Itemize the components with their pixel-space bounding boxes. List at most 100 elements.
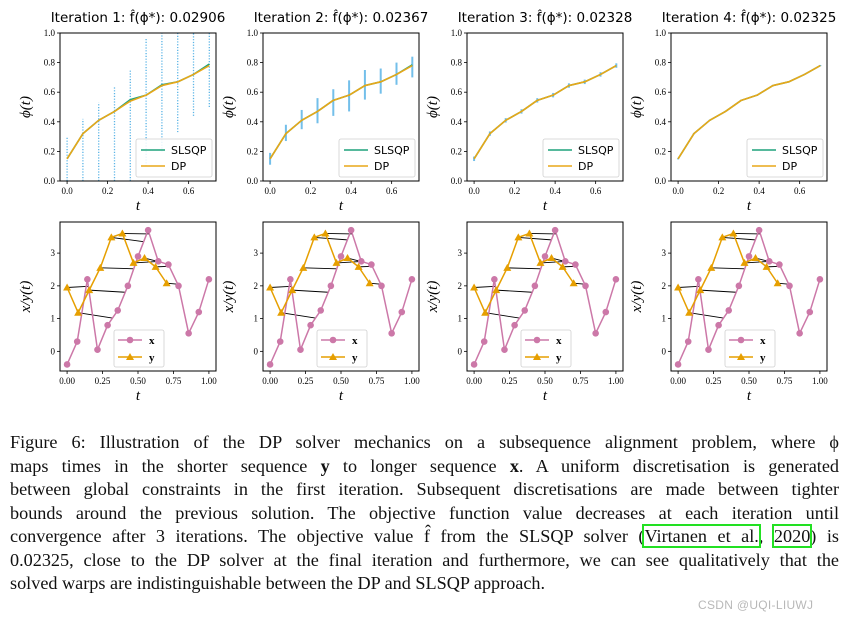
x-point bbox=[592, 330, 599, 337]
y-tick-label: 0.2 bbox=[44, 146, 55, 156]
x-point bbox=[175, 282, 182, 290]
x-point bbox=[695, 276, 702, 283]
legend-box bbox=[746, 138, 824, 178]
figure-6: 0.0 0.2 0.4 0.6 0.0 0.2 0.4 0.6 0.8 1.0 t ϕ(t) Itera… bbox=[18, 10, 837, 404]
y-axis-label: ϕ(t) bbox=[425, 96, 441, 118]
x-point bbox=[561, 257, 569, 265]
y-point bbox=[162, 279, 171, 287]
y-axis-label: x/y(t) bbox=[629, 281, 645, 314]
y-axis-label: x/y(t) bbox=[18, 281, 34, 314]
legend-label: DP bbox=[782, 160, 797, 173]
watermark: CSDN @UQI-LIUWJ bbox=[698, 598, 814, 612]
series-line-dp bbox=[677, 64, 821, 160]
chart-title: Iteration 2: f̂(ϕ*): 0.02367 bbox=[254, 10, 429, 26]
legend-marker bbox=[329, 336, 337, 344]
y-point bbox=[85, 286, 94, 294]
x-point bbox=[541, 253, 549, 260]
x-tick-label: 0.75 bbox=[369, 376, 385, 386]
y-point bbox=[729, 229, 738, 237]
x-point bbox=[114, 307, 122, 314]
x-point bbox=[806, 308, 814, 316]
x-point bbox=[357, 257, 365, 265]
x-tick-label: 0.0 bbox=[672, 186, 684, 196]
x-point bbox=[480, 338, 488, 345]
alignment-line bbox=[507, 267, 541, 270]
alignment-line bbox=[303, 267, 337, 270]
y-tick-label: 1 bbox=[458, 314, 463, 324]
x-point bbox=[94, 346, 101, 354]
x-tick-label: 0.4 bbox=[754, 186, 766, 196]
chart-title: Iteration 4: f̂(ϕ*): 0.02325 bbox=[662, 10, 837, 26]
legend-marker bbox=[126, 353, 134, 360]
y-tick-label: 0.6 bbox=[655, 87, 667, 97]
x-point bbox=[470, 361, 478, 368]
x-tick-label: 0.75 bbox=[777, 376, 793, 386]
x-tick-label: 0.4 bbox=[346, 186, 358, 196]
x-tick-label: 0.25 bbox=[502, 376, 518, 386]
x-point bbox=[491, 276, 498, 283]
y-tick-label: 3 bbox=[458, 248, 463, 258]
y-tick-label: 0.8 bbox=[451, 58, 463, 68]
alignment-line bbox=[78, 312, 113, 319]
caption-text: bounds around the previous solution. The… bbox=[10, 502, 839, 523]
alignment-line bbox=[67, 285, 89, 288]
y-tick-label: 0.8 bbox=[44, 58, 56, 68]
axes-frame bbox=[262, 221, 420, 372]
y-point bbox=[762, 262, 771, 270]
x-point bbox=[63, 361, 71, 368]
y-point bbox=[773, 279, 782, 287]
x-point bbox=[725, 307, 733, 314]
y-point bbox=[129, 258, 138, 266]
series-line-y bbox=[677, 232, 779, 314]
caption-line-7: solved warps are indistinguishable betwe… bbox=[10, 572, 839, 596]
caption-text: , bbox=[758, 526, 774, 546]
y-tick-label: 1.0 bbox=[44, 28, 56, 38]
y-point bbox=[321, 229, 330, 237]
axes-frame bbox=[262, 32, 420, 182]
series-line-y bbox=[473, 232, 575, 314]
x-tick-label: 0.50 bbox=[537, 376, 553, 386]
legend-label: x bbox=[149, 335, 155, 347]
x-axis-label: t bbox=[747, 198, 752, 214]
axes-frame bbox=[59, 221, 217, 372]
alignment-line bbox=[700, 289, 737, 293]
x-point bbox=[185, 330, 192, 337]
x-axis-label: t bbox=[136, 198, 141, 214]
alignment-line bbox=[518, 236, 552, 241]
y-tick-label: 0.6 bbox=[247, 87, 259, 97]
x-axis-label: t bbox=[543, 198, 548, 214]
series-line-y bbox=[269, 232, 371, 314]
y-tick-label: 2 bbox=[254, 281, 259, 291]
caption-text: between global constraints in the first … bbox=[10, 479, 839, 499]
y-point bbox=[266, 283, 275, 291]
x-tick-label: 0.2 bbox=[102, 186, 113, 196]
citation-year-link[interactable]: 2020 bbox=[771, 524, 813, 548]
x-tick-label: 1.00 bbox=[608, 376, 624, 386]
y-tick-label: 0.4 bbox=[247, 117, 259, 127]
y-tick-label: 3 bbox=[662, 248, 667, 258]
y-point bbox=[74, 308, 83, 316]
y-tick-label: 0.6 bbox=[44, 87, 56, 97]
y-point bbox=[140, 254, 149, 262]
y-point bbox=[118, 229, 127, 237]
legend-label: y bbox=[352, 352, 358, 364]
caption-text: solved warps are indistinguishable betwe… bbox=[10, 573, 546, 593]
x-point bbox=[205, 276, 213, 283]
y-tick-label: 0 bbox=[458, 346, 463, 356]
y-point bbox=[332, 258, 341, 266]
axes-frame bbox=[670, 32, 828, 182]
y-tick-label: 1 bbox=[51, 314, 56, 324]
y-tick-label: 0.2 bbox=[451, 146, 462, 156]
caption-line-5: convergence after 3 iterations. The obje… bbox=[10, 524, 839, 549]
x-point bbox=[684, 338, 692, 345]
x-point bbox=[134, 253, 142, 260]
x-tick-label: 1.00 bbox=[812, 376, 828, 386]
y-point bbox=[470, 283, 479, 291]
y-point bbox=[685, 308, 694, 316]
x-point bbox=[674, 361, 682, 368]
x-tick-label: 0.0 bbox=[264, 186, 276, 196]
y-axis-label: ϕ(t) bbox=[629, 96, 645, 118]
y-point bbox=[718, 233, 727, 241]
citation-author-link[interactable]: Virtanen et al. bbox=[642, 524, 761, 548]
x-point bbox=[765, 257, 773, 265]
